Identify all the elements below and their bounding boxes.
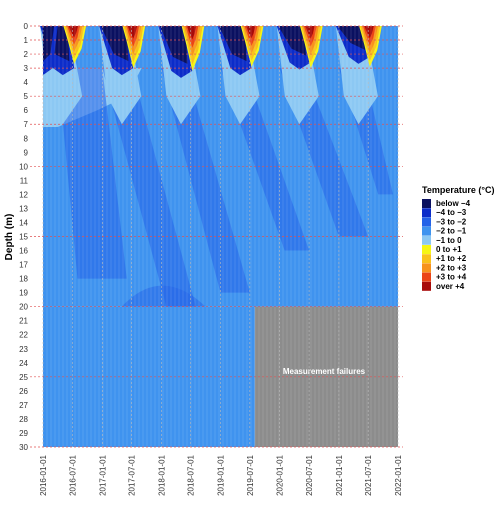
legend-swatch bbox=[422, 235, 431, 245]
y-tick-label: 10 bbox=[19, 162, 28, 171]
x-tick-label: 2022-01-01 bbox=[394, 454, 403, 495]
y-tick-label: 28 bbox=[19, 415, 28, 424]
legend-swatch bbox=[422, 217, 431, 227]
x-tick-label: 2020-07-01 bbox=[305, 454, 314, 495]
cold-plume-1 bbox=[57, 68, 127, 279]
legend-label: +2 to +3 bbox=[436, 263, 467, 272]
legend-swatch bbox=[422, 263, 431, 273]
legend-label: −3 to −2 bbox=[436, 217, 467, 226]
y-tick-label: 13 bbox=[19, 204, 28, 213]
winter-deep-6 bbox=[337, 26, 365, 50]
legend-label: +1 to +2 bbox=[436, 254, 467, 263]
y-tick-label: 17 bbox=[19, 261, 28, 270]
x-tick-label: 2021-07-01 bbox=[364, 454, 373, 495]
legend-swatch bbox=[422, 245, 431, 254]
y-tick-label: 16 bbox=[19, 247, 28, 256]
axes-layer: Depth (m) 012345678910111213141516171819… bbox=[4, 22, 403, 496]
y-tick-label: 23 bbox=[19, 345, 28, 354]
x-tick-label: 2018-07-01 bbox=[187, 454, 196, 495]
legend-label: over +4 bbox=[436, 282, 465, 291]
y-tick-label: 24 bbox=[19, 359, 28, 368]
y-tick-label: 6 bbox=[24, 106, 29, 115]
cold-bulge-20m bbox=[121, 285, 206, 307]
summer-thaw-4-5 bbox=[246, 26, 256, 39]
winter-deep-2 bbox=[100, 26, 129, 62]
y-tick-label: 11 bbox=[20, 176, 29, 185]
legend-swatch bbox=[422, 226, 431, 236]
y-tick-label: 20 bbox=[19, 303, 28, 312]
x-tick-label: 2017-01-01 bbox=[98, 454, 107, 495]
legend-label: −2 to −1 bbox=[436, 227, 467, 236]
legend-label: −4 to −3 bbox=[436, 208, 467, 217]
summer-thaw-6-5 bbox=[364, 26, 374, 39]
cold-plume-2 bbox=[102, 68, 196, 307]
y-tick-label: 30 bbox=[19, 443, 28, 452]
y-tick-label: 9 bbox=[24, 148, 29, 157]
legend-swatch bbox=[422, 281, 431, 291]
y-tick-label: 8 bbox=[24, 134, 29, 143]
winter-deep-3 bbox=[159, 26, 188, 64]
summer-thaw-1-5 bbox=[68, 26, 78, 38]
y-tick-label: 12 bbox=[19, 190, 28, 199]
legend-swatch bbox=[422, 199, 431, 208]
legend-label: −1 to 0 bbox=[436, 236, 462, 245]
y-tick-label: 27 bbox=[19, 401, 28, 410]
y-tick-label: 2 bbox=[24, 50, 29, 59]
y-tick-label: 15 bbox=[19, 233, 28, 242]
y-tick-label: 4 bbox=[24, 78, 29, 87]
y-tick-label: 25 bbox=[19, 373, 28, 382]
winter-deep-5 bbox=[278, 26, 306, 56]
y-tick-label: 21 bbox=[19, 317, 28, 326]
y-tick-label: 19 bbox=[19, 289, 28, 298]
x-tick-label: 2018-01-01 bbox=[157, 454, 166, 495]
legend-swatch bbox=[422, 272, 431, 282]
legend-label: below −4 bbox=[436, 199, 471, 208]
y-tick-label: 1 bbox=[24, 36, 29, 45]
summer-thaw-2-5 bbox=[127, 26, 138, 39]
summer-thaw-3-5 bbox=[186, 26, 197, 40]
x-tick-label: 2021-01-01 bbox=[335, 454, 344, 495]
x-tick-label: 2016-01-01 bbox=[39, 454, 48, 495]
x-tick-label: 2020-01-01 bbox=[276, 454, 285, 495]
x-tick-label: 2019-07-01 bbox=[246, 454, 255, 495]
winter-deep-0 bbox=[43, 26, 55, 62]
legend-swatch bbox=[422, 208, 431, 218]
summer-thaw-5-5 bbox=[305, 26, 315, 39]
x-tick-label: 2016-07-01 bbox=[68, 454, 77, 495]
y-tick-label: 0 bbox=[24, 22, 29, 31]
y-tick-label: 18 bbox=[19, 275, 28, 284]
y-tick-label: 7 bbox=[24, 120, 29, 129]
legend: Temperature (°C) below −4−4 to −3−3 to −… bbox=[422, 185, 494, 291]
y-tick-label: 14 bbox=[19, 218, 28, 227]
legend-label: 0 to +1 bbox=[436, 245, 462, 254]
y-tick-label: 5 bbox=[24, 92, 29, 101]
y-tick-label: 29 bbox=[19, 429, 28, 438]
y-axis-label: Depth (m) bbox=[4, 214, 15, 261]
missing-data-label: Measurement failures bbox=[283, 367, 366, 376]
y-tick-label: 22 bbox=[19, 331, 28, 340]
legend-label: +3 to +4 bbox=[436, 273, 467, 282]
grid-layer bbox=[30, 25, 403, 448]
winter-deep-4 bbox=[219, 26, 247, 62]
annotation-layer: Measurement failures bbox=[283, 367, 366, 376]
legend-swatch bbox=[422, 254, 431, 264]
x-tick-label: 2019-01-01 bbox=[217, 454, 226, 495]
legend-title: Temperature (°C) bbox=[422, 185, 494, 195]
y-tick-label: 3 bbox=[24, 64, 29, 73]
y-tick-label: 26 bbox=[19, 387, 28, 396]
x-tick-label: 2017-07-01 bbox=[128, 454, 137, 495]
